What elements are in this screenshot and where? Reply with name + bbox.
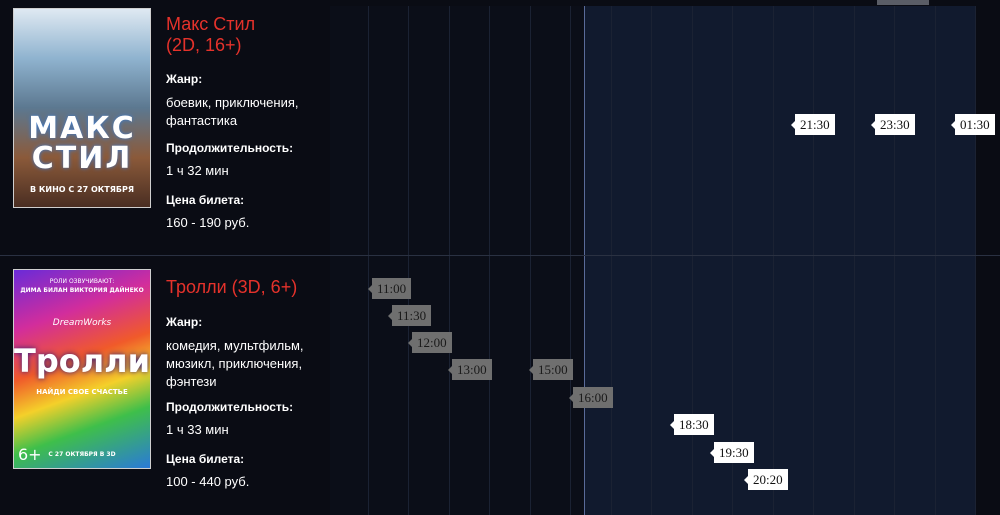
movie-poster-max-steel[interactable]: МАКС СТИЛ В КИНО С 27 ОКТЯБРЯ: [13, 8, 151, 208]
timeline-gridline: [854, 6, 855, 515]
showtime-button[interactable]: 20:20: [744, 469, 788, 490]
timeline-gridline: [773, 6, 774, 515]
timeline-gridline: [975, 6, 976, 515]
showtime-button[interactable]: 13:00: [448, 359, 492, 380]
timeline-gridline: [935, 6, 936, 515]
showtime-button[interactable]: 19:30: [710, 442, 754, 463]
showtime-button[interactable]: 11:00: [367, 278, 412, 299]
timeline-gridline: [611, 6, 612, 515]
poster-rating: 6+: [18, 445, 42, 464]
genre-value: боевик, приключения, фантастика: [166, 95, 299, 128]
genre-label: Жанр:: [166, 315, 203, 329]
showtime-button[interactable]: 23:30: [871, 114, 915, 135]
timeline-gridline: [530, 6, 531, 515]
timeline-gridline: [489, 6, 490, 515]
duration-value: 1 ч 32 мин: [166, 163, 229, 178]
movie-poster-trolls[interactable]: РОЛИ ОЗВУЧИВАЮТ: ДИМА БИЛАН ВИКТОРИЯ ДАЙ…: [13, 269, 151, 469]
price-value: 160 - 190 руб.: [166, 215, 250, 230]
timeline-gridline: [813, 6, 814, 515]
showtime-button[interactable]: 18:30: [670, 414, 714, 435]
timeline-gridline: [570, 6, 571, 515]
poster-voice-label: РОЛИ ОЗВУЧИВАЮТ:: [49, 278, 115, 285]
showtime-button[interactable]: 16:00: [569, 387, 613, 408]
showtime-button[interactable]: 21:30: [791, 114, 835, 135]
poster-title: Тролли: [14, 342, 151, 380]
poster-caption: С 27 ОКТЯБРЯ В 3D: [48, 451, 116, 458]
showtime-button[interactable]: 15:00: [529, 359, 573, 380]
duration-label: Продолжительность:: [166, 141, 294, 155]
poster-studio: DreamWorks: [52, 318, 112, 328]
movie-title[interactable]: Тролли (3D, 6+): [166, 277, 298, 297]
timeline-gridline: [732, 6, 733, 515]
poster-caption: В КИНО С 27 ОКТЯБРЯ: [29, 185, 135, 194]
timeline-gridline: [368, 6, 369, 515]
movie-title[interactable]: Макс Стил (2D, 16+): [166, 14, 256, 55]
price-label: Цена билета:: [166, 452, 245, 466]
current-time-marker: [584, 6, 585, 515]
showtime-button[interactable]: 11:30: [387, 305, 432, 326]
timeline-future-zone: [585, 6, 975, 515]
price-label: Цена билета:: [166, 193, 245, 207]
price-value: 100 - 440 руб.: [166, 474, 250, 489]
genre-value: комедия, мультфильм, мюзикл, приключения…: [166, 338, 304, 389]
poster-voices: ДИМА БИЛАН ВИКТОРИЯ ДАЙНЕКО: [20, 287, 144, 294]
poster-title: МАКС СТИЛ: [28, 111, 136, 176]
duration-value: 1 ч 33 мин: [166, 422, 229, 437]
poster-tagline: НАЙДИ СВОЕ СЧАСТЬЕ: [36, 388, 128, 396]
timeline-gridline: [894, 6, 895, 515]
showtime-button[interactable]: 01:30: [951, 114, 995, 135]
genre-label: Жанр:: [166, 72, 203, 86]
showtime-button[interactable]: 12:00: [408, 332, 452, 353]
timeline-gridline: [449, 6, 450, 515]
duration-label: Продолжительность:: [166, 400, 294, 414]
row-divider: [0, 255, 1000, 256]
timeline-gridline: [408, 6, 409, 515]
timeline-gridline: [692, 6, 693, 515]
top-scroll-tab[interactable]: [877, 0, 929, 5]
timeline-gridline: [651, 6, 652, 515]
